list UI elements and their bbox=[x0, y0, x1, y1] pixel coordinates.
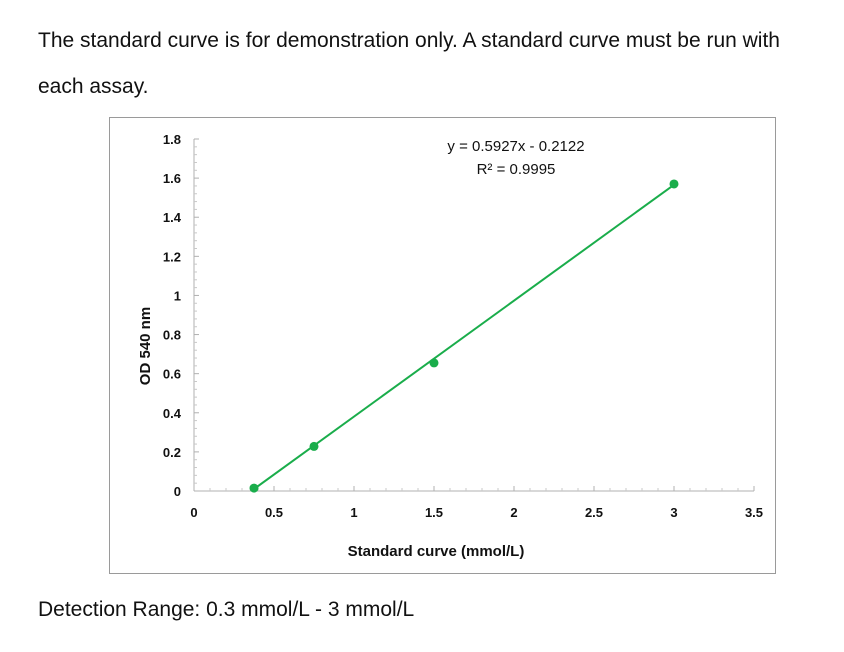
x-tick-label: 1 bbox=[350, 505, 357, 520]
data-point bbox=[309, 441, 319, 451]
y-axis-title: OD 540 nm bbox=[137, 307, 154, 385]
x-tick-label: 3 bbox=[670, 505, 677, 520]
intro-text: The standard curve is for demonstration … bbox=[38, 29, 780, 98]
y-tick-label: 0.4 bbox=[163, 406, 182, 421]
x-tick-label: 1.5 bbox=[425, 505, 443, 520]
y-tick-label: 0.8 bbox=[163, 328, 181, 343]
x-tick-label: 0 bbox=[190, 505, 197, 520]
x-tick-label: 3.5 bbox=[745, 505, 763, 520]
y-tick-label: 0.2 bbox=[163, 445, 181, 460]
standard-curve-chart: 0 0.2 0.4 0.6 0.8 1 1.2 1.4 1.6 1.8 0 0.5 1 1.5 2 2.5 3… bbox=[137, 132, 763, 560]
y-tick-label: 1.4 bbox=[163, 210, 182, 225]
data-point bbox=[429, 358, 439, 368]
data-points bbox=[249, 179, 679, 493]
y-tick-label: 1.2 bbox=[163, 249, 181, 264]
y-tick-label: 1.8 bbox=[163, 132, 181, 147]
data-point bbox=[249, 483, 259, 493]
trendline bbox=[253, 183, 675, 490]
y-tick-label: 1.6 bbox=[163, 171, 181, 186]
detection-range-text: Detection Range: 0.3 mmol/L - 3 mmol/L bbox=[38, 598, 415, 621]
trendline-equation: y = 0.5927x - 0.2122 bbox=[447, 138, 584, 155]
y-tick-label: 1 bbox=[174, 288, 181, 303]
trendline-group bbox=[253, 183, 675, 490]
data-point bbox=[669, 179, 679, 189]
x-ticks: 0 0.5 1 1.5 2 2.5 3 3.5 bbox=[190, 486, 763, 520]
chart-axes bbox=[193, 139, 754, 492]
y-tick-label: 0.6 bbox=[163, 367, 181, 382]
x-tick-label: 2 bbox=[510, 505, 517, 520]
r-squared-label: R² = 0.9995 bbox=[477, 161, 556, 178]
y-tick-label: 0 bbox=[174, 484, 181, 499]
x-tick-label: 2.5 bbox=[585, 505, 603, 520]
chart-frame bbox=[109, 117, 776, 574]
x-axis-title: Standard curve (mmol/L) bbox=[348, 543, 525, 560]
y-ticks: 0 0.2 0.4 0.6 0.8 1 1.2 1.4 1.6 1.8 bbox=[163, 132, 199, 499]
x-tick-label: 0.5 bbox=[265, 505, 283, 520]
